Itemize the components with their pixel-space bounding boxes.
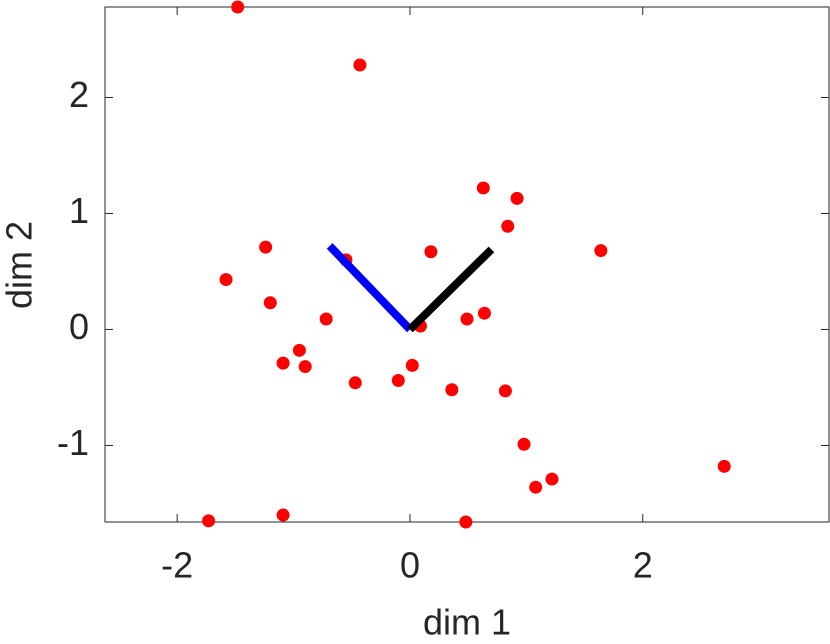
point xyxy=(292,343,306,357)
point xyxy=(348,376,362,390)
point xyxy=(353,58,367,72)
point xyxy=(259,240,273,254)
point xyxy=(517,437,531,451)
y-tick-label: -1 xyxy=(57,422,89,463)
point xyxy=(276,508,290,522)
point xyxy=(510,191,524,205)
point xyxy=(276,356,290,370)
y-axis-label: dim 2 xyxy=(0,221,40,309)
y-tick-label: 1 xyxy=(69,190,89,231)
x-axis-label: dim 1 xyxy=(423,602,511,643)
point xyxy=(231,0,245,14)
y-tick-label: 0 xyxy=(69,306,89,347)
point xyxy=(319,312,333,326)
point xyxy=(263,296,277,310)
x-tick-label: -2 xyxy=(161,545,193,586)
point xyxy=(501,219,515,233)
point xyxy=(594,244,608,258)
point xyxy=(460,312,474,326)
vector-line xyxy=(326,243,413,333)
x-tick-label: 0 xyxy=(400,545,420,586)
point xyxy=(445,383,459,397)
plot-box xyxy=(104,6,830,523)
point xyxy=(459,515,473,529)
point xyxy=(391,373,405,387)
vector-line xyxy=(407,246,495,333)
point xyxy=(498,384,512,398)
point xyxy=(202,514,216,528)
x-tick-label: 2 xyxy=(633,545,653,586)
point xyxy=(405,358,419,372)
point xyxy=(545,472,559,486)
y-tick-label: 2 xyxy=(69,74,89,115)
point xyxy=(529,480,543,494)
point xyxy=(477,306,491,320)
point xyxy=(717,459,731,473)
point xyxy=(424,245,438,259)
point xyxy=(476,181,490,195)
point xyxy=(219,273,233,287)
point xyxy=(298,360,312,374)
